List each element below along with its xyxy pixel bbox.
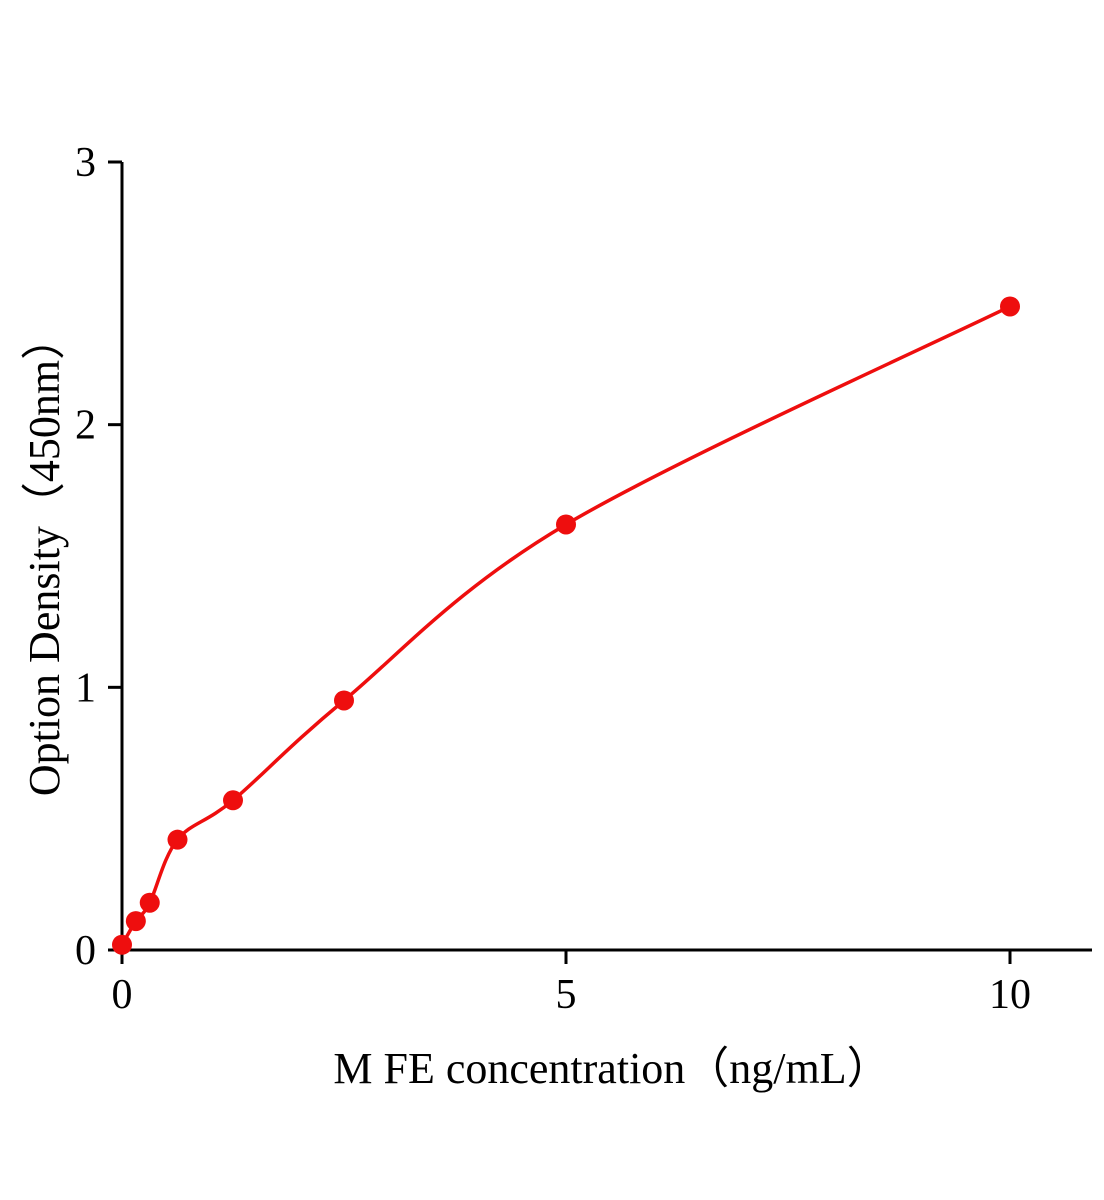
fit-curve-line bbox=[120, 304, 1012, 947]
x-axis-tick-label: 5 bbox=[556, 972, 577, 1018]
data-point-marker bbox=[125, 911, 146, 932]
y-axis-tick-label: 0 bbox=[75, 928, 96, 974]
x-axis-tick-label: 0 bbox=[112, 972, 133, 1018]
data-point-marker bbox=[334, 690, 354, 711]
y-axis-tick-label: 1 bbox=[75, 665, 96, 711]
data-point-marker bbox=[167, 829, 188, 850]
x-axis-tick-label: 10 bbox=[989, 972, 1031, 1018]
data-point-marker bbox=[1000, 296, 1020, 317]
data-point-marker bbox=[556, 514, 576, 535]
y-axis-tick-label: 2 bbox=[75, 403, 96, 449]
data-point-marker bbox=[139, 892, 160, 913]
x-axis-title: M FE concentration（ng/mL） bbox=[333, 1044, 891, 1093]
data-point-marker bbox=[112, 934, 132, 955]
y-axis-title: Option Density（450nm） bbox=[20, 315, 69, 797]
y-axis-tick-label: 3 bbox=[75, 140, 96, 186]
data-point-marker bbox=[223, 790, 243, 811]
